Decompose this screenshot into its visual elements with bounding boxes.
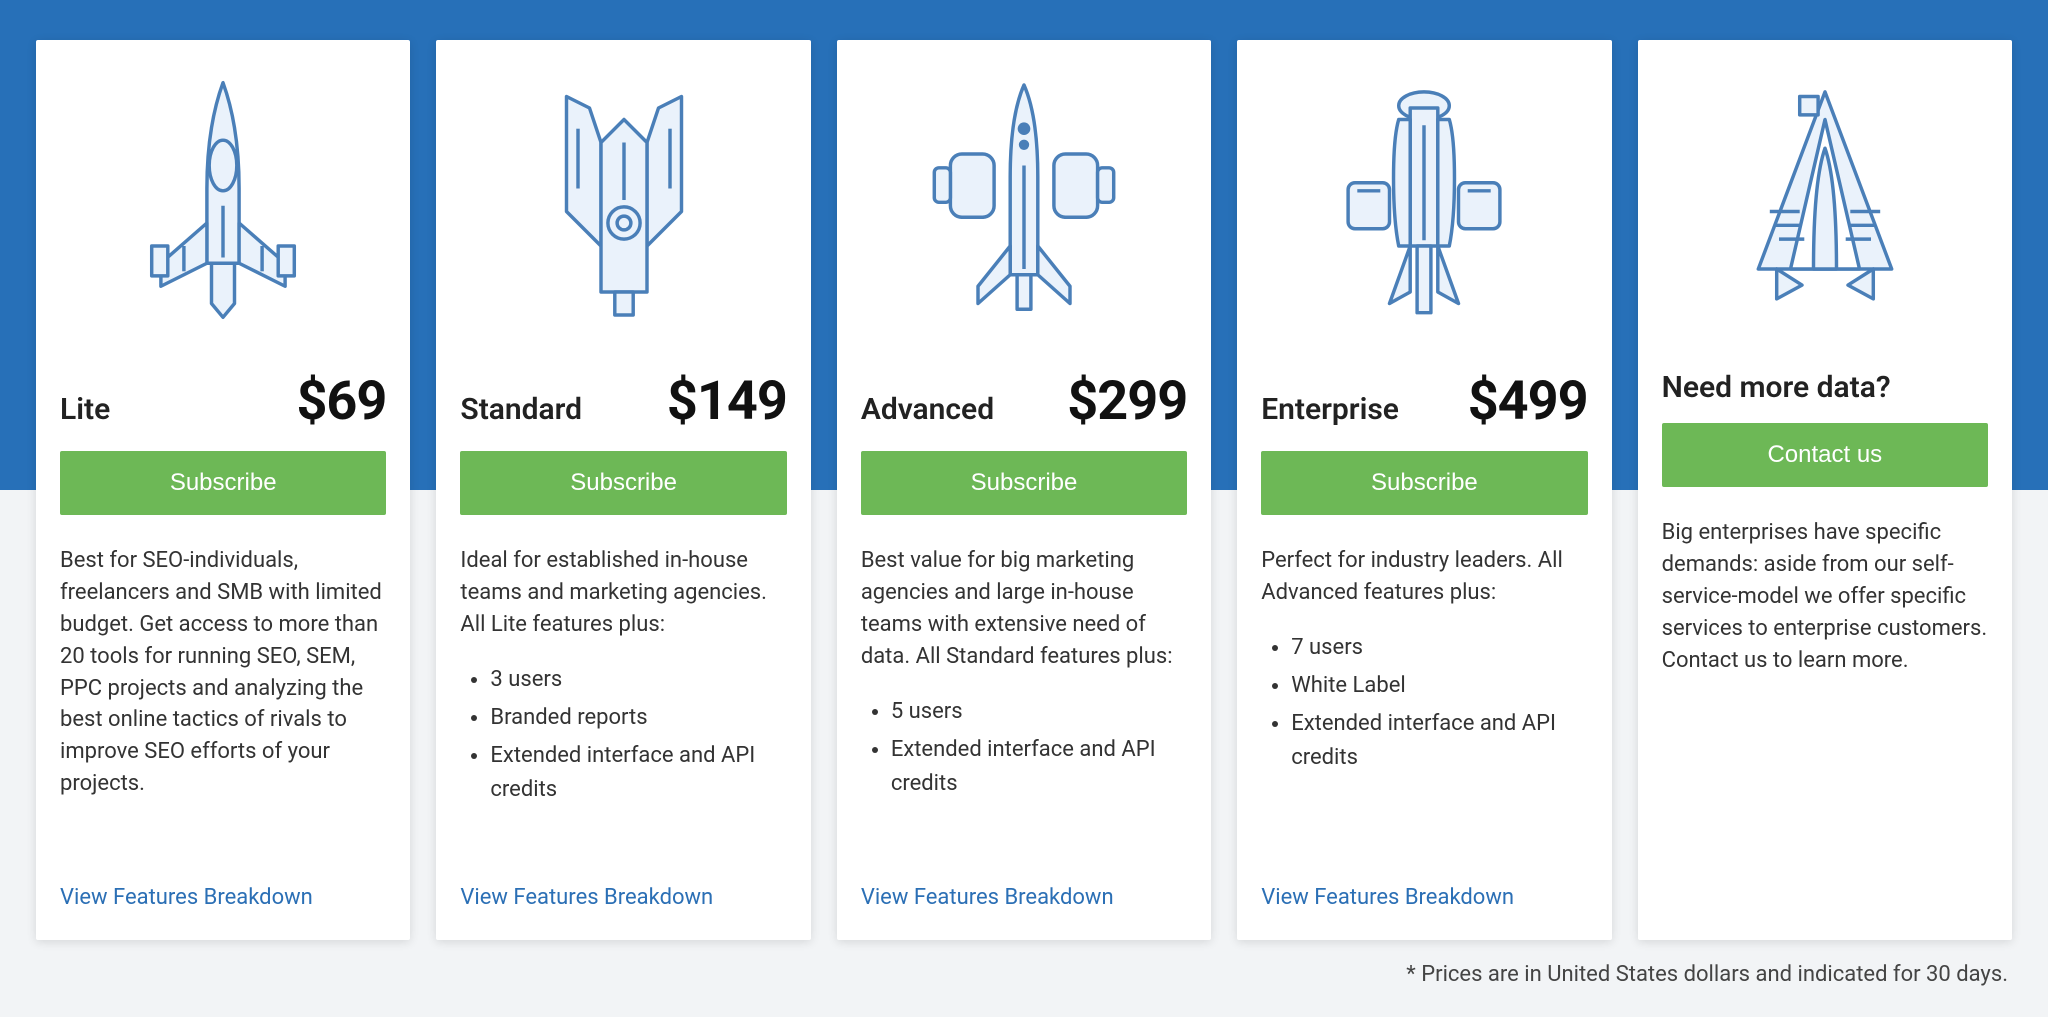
- plan-description: Best value for big marketing agencies an…: [861, 545, 1187, 673]
- plan-price: $69: [296, 370, 386, 433]
- plan-price: $499: [1468, 370, 1588, 433]
- plan-price: $299: [1067, 370, 1187, 433]
- plan-card-standard: Standard $149 Subscribe Ideal for establ…: [436, 40, 810, 940]
- plan-feature: Extended interface and API credits: [1291, 707, 1587, 775]
- plan-name: Standard: [460, 392, 582, 427]
- plan-feature: White Label: [1291, 669, 1587, 703]
- plan-name: Advanced: [861, 392, 994, 427]
- plan-feature-list: 3 users Branded reports Extended interfa…: [460, 663, 786, 811]
- plan-feature: Extended interface and API credits: [891, 733, 1187, 801]
- plan-illustration-standard: [460, 40, 786, 360]
- plan-price: $149: [667, 370, 787, 433]
- plan-feature-list: 7 users White Label Extended interface a…: [1261, 631, 1587, 779]
- subscribe-button[interactable]: Subscribe: [861, 451, 1187, 515]
- plan-illustration-lite: [60, 40, 386, 360]
- plan-card-enterprise: Enterprise $499 Subscribe Perfect for in…: [1237, 40, 1611, 940]
- spaceship-lite-icon: [108, 70, 338, 330]
- plan-illustration-enterprise: [1261, 40, 1587, 360]
- plan-feature: 3 users: [490, 663, 786, 697]
- pricing-footnote: * Prices are in United States dollars an…: [0, 940, 2048, 1017]
- spaceship-advanced-icon: [909, 70, 1139, 330]
- features-breakdown-link[interactable]: View Features Breakdown: [460, 885, 786, 910]
- plan-feature: 7 users: [1291, 631, 1587, 665]
- plan-description: Big enterprises have specific demands: a…: [1662, 517, 1988, 676]
- plan-card-lite: Lite $69 Subscribe Best for SEO-individu…: [36, 40, 410, 940]
- contact-us-button[interactable]: Contact us: [1662, 423, 1988, 487]
- pricing-cards-row: Lite $69 Subscribe Best for SEO-individu…: [0, 0, 2048, 940]
- plan-feature: 5 users: [891, 695, 1187, 729]
- plan-feature: Extended interface and API credits: [490, 739, 786, 807]
- spaceship-standard-icon: [509, 70, 739, 330]
- plan-name: Need more data?: [1662, 370, 1891, 405]
- features-breakdown-link[interactable]: View Features Breakdown: [861, 885, 1187, 910]
- plan-description: Perfect for industry leaders. All Advanc…: [1261, 545, 1587, 609]
- plan-name: Enterprise: [1261, 392, 1399, 427]
- features-breakdown-link[interactable]: View Features Breakdown: [1261, 885, 1587, 910]
- subscribe-button[interactable]: Subscribe: [60, 451, 386, 515]
- plan-card-advanced: Advanced $299 Subscribe Best value for b…: [837, 40, 1211, 940]
- plan-name: Lite: [60, 392, 110, 427]
- spaceship-enterprise-icon: [1309, 70, 1539, 330]
- plan-feature-list: 5 users Extended interface and API credi…: [861, 695, 1187, 805]
- plan-description: Best for SEO-individuals, freelancers an…: [60, 545, 386, 800]
- plan-illustration-custom: [1662, 40, 1988, 360]
- plan-feature: Branded reports: [490, 701, 786, 735]
- plan-description: Ideal for established in-house teams and…: [460, 545, 786, 641]
- spaceship-custom-icon: [1710, 70, 1940, 330]
- subscribe-button[interactable]: Subscribe: [1261, 451, 1587, 515]
- features-breakdown-link[interactable]: View Features Breakdown: [60, 885, 386, 910]
- plan-illustration-advanced: [861, 40, 1187, 360]
- plan-card-custom: Need more data? Contact us Big enterpris…: [1638, 40, 2012, 940]
- subscribe-button[interactable]: Subscribe: [460, 451, 786, 515]
